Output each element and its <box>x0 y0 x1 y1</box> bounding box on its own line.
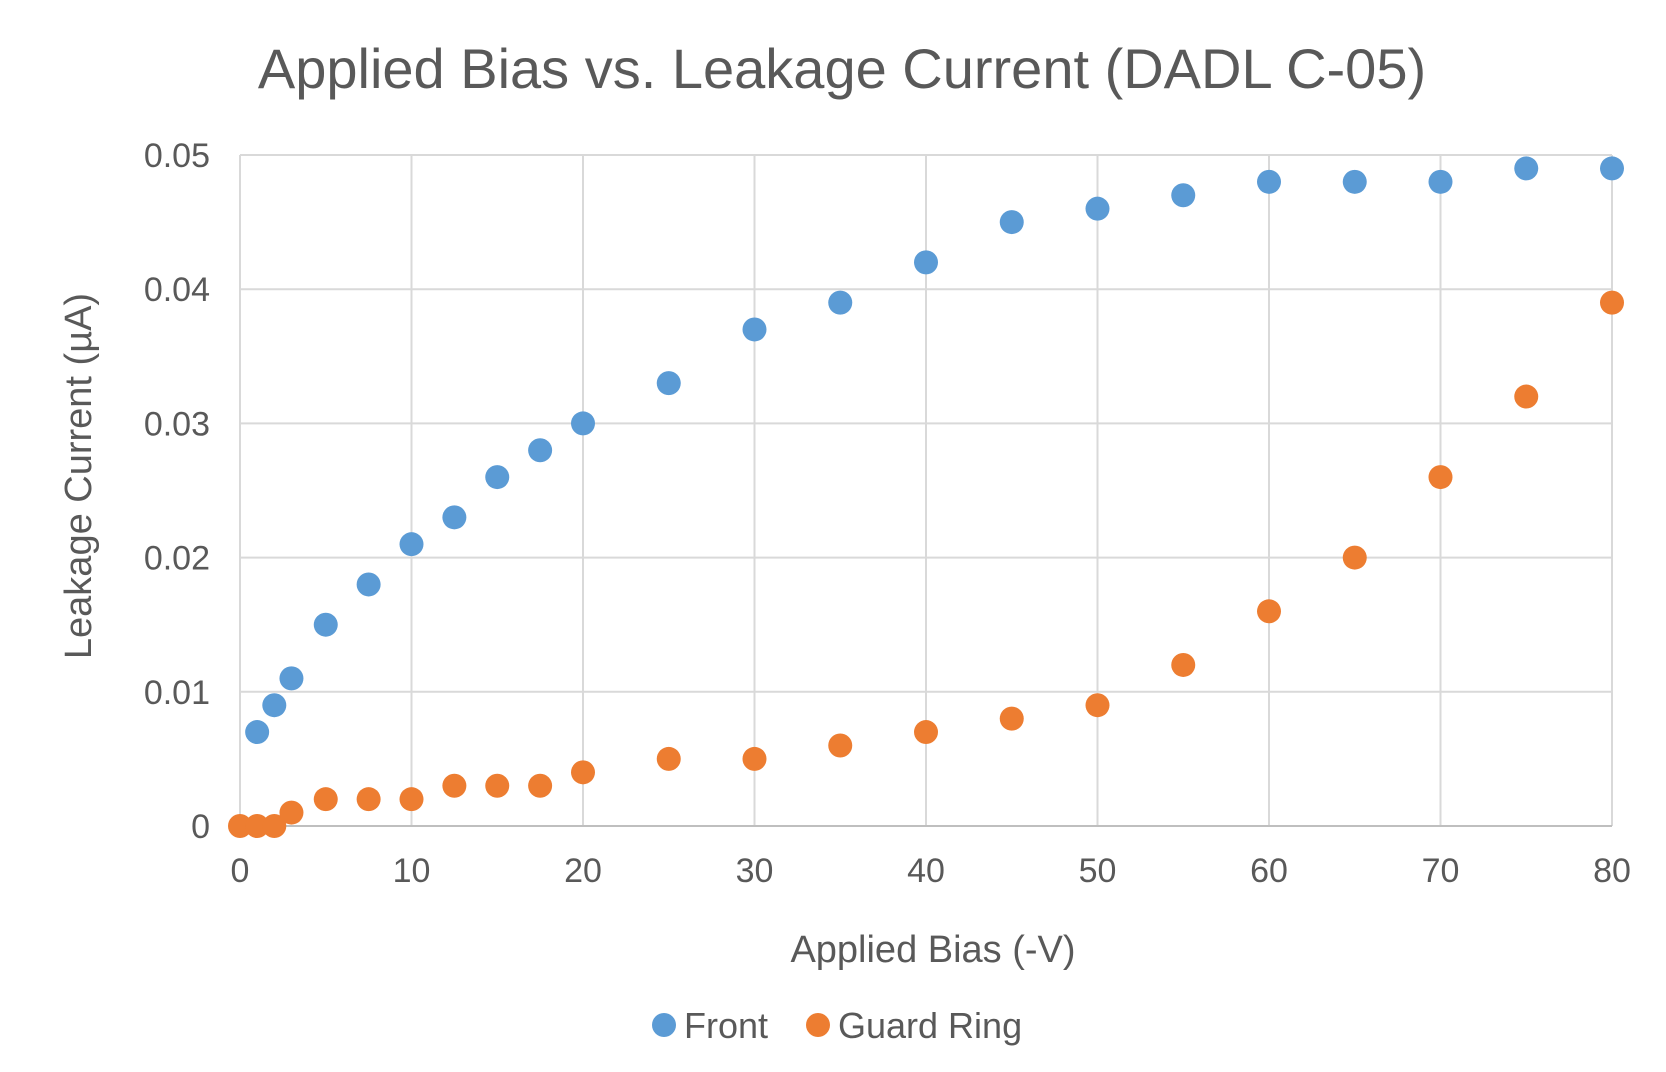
x-tick-label: 30 <box>736 852 774 890</box>
data-point-guard-ring <box>571 760 595 785</box>
data-point-guard-ring <box>262 814 287 838</box>
data-point-front <box>399 532 424 557</box>
data-point-guard-ring <box>356 787 381 812</box>
data-point-front <box>356 572 381 597</box>
x-tick-label: 10 <box>393 852 431 890</box>
x-tick-label: 40 <box>907 852 945 890</box>
x-tick-label: 0 <box>231 852 250 890</box>
data-point-front <box>1257 169 1281 194</box>
data-point-front <box>656 371 681 396</box>
data-point-front <box>528 438 553 463</box>
data-point-front <box>1085 196 1110 221</box>
x-tick-label: 20 <box>564 852 602 890</box>
data-point-guard-ring <box>656 746 681 771</box>
data-point-front <box>279 666 304 691</box>
data-point-guard-ring <box>528 773 553 798</box>
legend: Front Guard Ring <box>652 1005 1022 1046</box>
data-point-guard-ring <box>313 787 338 812</box>
data-point-front <box>742 317 767 342</box>
x-tick-label: 70 <box>1422 852 1460 890</box>
y-axis-title: Leakage Current (µA) <box>58 293 100 659</box>
grid-layer <box>239 154 1613 826</box>
data-point-guard-ring <box>742 746 767 771</box>
data-point-front <box>1428 169 1453 194</box>
data-point-front <box>828 290 853 315</box>
legend-marker-front <box>652 1013 676 1037</box>
data-point-guard-ring <box>399 787 424 812</box>
data-point-guard-ring <box>828 733 853 758</box>
data-point-guard-ring <box>1085 693 1110 718</box>
data-point-guard-ring <box>228 814 252 838</box>
y-tick-label: 0.01 <box>144 674 210 712</box>
data-point-front <box>1600 156 1624 181</box>
legend-label-guard-ring: Guard Ring <box>838 1005 1022 1046</box>
data-point-front <box>313 612 338 637</box>
data-point-guard-ring <box>999 706 1024 731</box>
data-point-front <box>999 210 1024 235</box>
data-point-front <box>442 505 467 530</box>
chart-title: Applied Bias vs. Leakage Current (DADL C… <box>258 37 1426 100</box>
data-point-guard-ring <box>914 720 938 745</box>
data-points-layer <box>228 156 1624 838</box>
data-point-front <box>262 693 287 718</box>
data-point-guard-ring <box>1257 599 1281 624</box>
data-point-guard-ring <box>1171 652 1196 677</box>
data-point-front <box>571 411 595 436</box>
x-axis-title: Applied Bias (-V) <box>790 929 1075 971</box>
y-tick-label: 0.05 <box>144 137 210 175</box>
data-point-guard-ring <box>485 773 510 798</box>
data-point-front <box>1342 169 1367 194</box>
legend-item-front[interactable]: Front <box>652 1005 768 1046</box>
data-point-guard-ring <box>442 773 467 798</box>
y-tick-label: 0 <box>191 808 210 846</box>
legend-marker-guard-ring <box>806 1013 830 1037</box>
x-tick-label: 80 <box>1593 852 1631 890</box>
data-point-guard-ring <box>1428 465 1453 490</box>
y-tick-label: 0.02 <box>144 540 210 578</box>
y-tick-label: 0.03 <box>144 405 210 443</box>
data-point-front <box>914 250 938 275</box>
x-tick-label: 60 <box>1250 852 1288 890</box>
data-point-front <box>1514 156 1539 181</box>
data-point-guard-ring <box>1600 290 1624 315</box>
data-point-guard-ring <box>245 814 270 838</box>
legend-label-front: Front <box>684 1005 768 1046</box>
data-point-front <box>485 465 510 490</box>
data-point-guard-ring <box>1342 545 1367 570</box>
legend-item-guard-ring[interactable]: Guard Ring <box>806 1005 1022 1046</box>
data-point-front <box>1171 183 1196 208</box>
y-tick-label: 0.04 <box>144 271 210 309</box>
x-tick-label: 50 <box>1079 852 1117 890</box>
tick-label-layer: 0 0.01 0.02 0.03 0.04 0.05 0 10 20 30 40 50 60 70 80 <box>144 137 1631 890</box>
data-point-guard-ring <box>279 800 304 825</box>
data-point-guard-ring <box>1514 384 1539 409</box>
data-point-front <box>245 720 270 745</box>
